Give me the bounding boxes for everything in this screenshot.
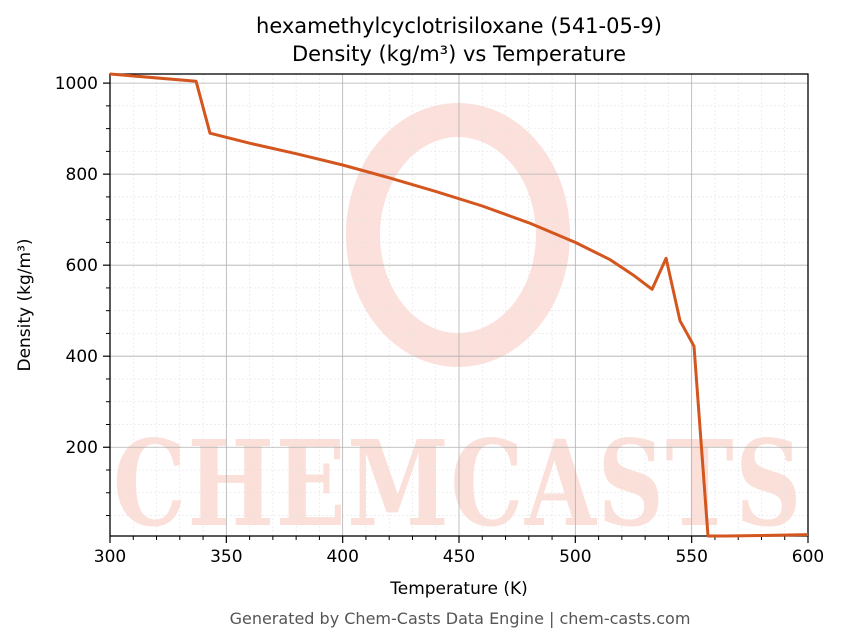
watermark-swirl — [346, 103, 570, 367]
x-tick-label: 500 — [559, 547, 591, 567]
x-axis-label: Temperature (K) — [389, 579, 528, 599]
chart-title: hexamethylcyclotrisiloxane (541-05-9) — [256, 14, 662, 38]
footer-credit: Generated by Chem-Casts Data Engine | ch… — [230, 609, 691, 628]
chart-subtitle: Density (kg/m³) vs Temperature — [292, 42, 626, 66]
y-tick-label: 1000 — [55, 74, 98, 94]
y-tick-label: 400 — [66, 347, 98, 367]
x-tick-label: 300 — [94, 547, 126, 567]
y-tick-label: 200 — [66, 438, 98, 458]
chemcasts-watermark: CHEMCASTS — [113, 103, 803, 553]
axis-ticks — [103, 82, 809, 543]
density-series-line — [109, 72, 809, 538]
x-tick-label: 450 — [443, 547, 475, 567]
x-tick-labels: 300 350 400 450 500 550 600 — [94, 547, 824, 567]
y-tick-labels: 200 400 600 800 1000 — [55, 74, 98, 458]
x-tick-label: 350 — [210, 547, 242, 567]
y-tick-label: 800 — [66, 165, 98, 185]
x-tick-label: 600 — [792, 547, 824, 567]
x-tick-label: 550 — [675, 547, 707, 567]
x-tick-label: 400 — [326, 547, 358, 567]
y-axis-label: Density (kg/m³) — [15, 238, 35, 371]
y-tick-label: 600 — [66, 256, 98, 276]
watermark-text: CHEMCASTS — [113, 414, 803, 553]
